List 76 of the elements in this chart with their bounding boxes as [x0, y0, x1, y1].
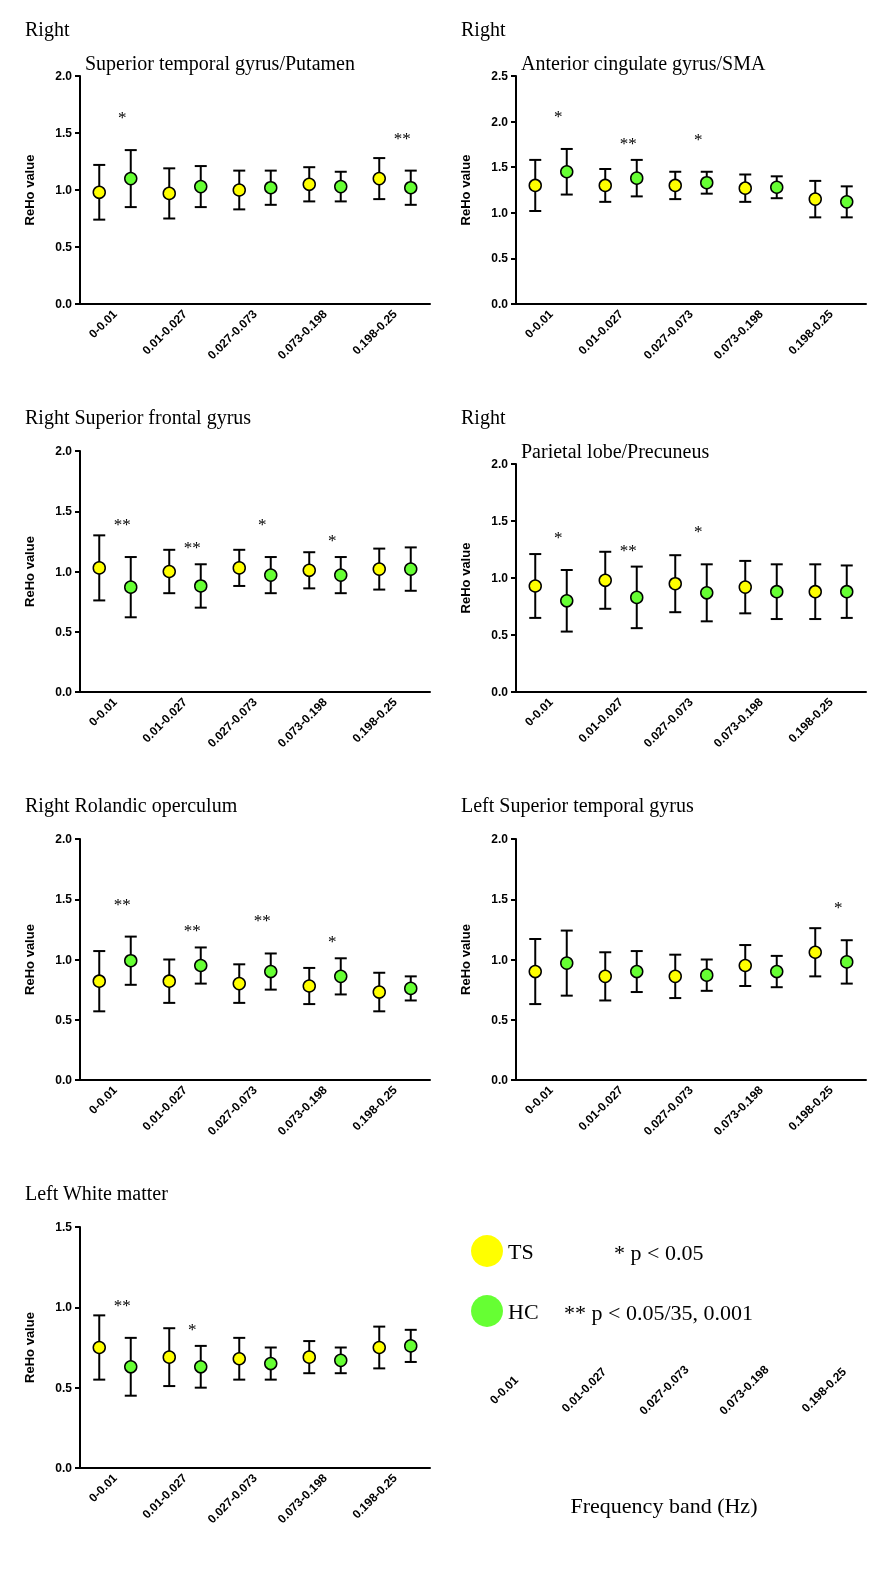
y-tick-label: 1.0: [491, 571, 509, 585]
chart-title: Right: [25, 18, 70, 41]
chart-title: Left Superior temporal gyrus: [461, 794, 694, 817]
y-tick-label: 1.5: [55, 126, 73, 140]
y-tick-label: 1.0: [491, 952, 509, 967]
y-tick-label: 2.0: [491, 457, 509, 471]
y-tick-label: 0.5: [491, 251, 509, 266]
y-tick-label: 1.5: [491, 160, 509, 175]
y-axis-title: ReHo value: [22, 1312, 37, 1383]
data-label: **: [183, 538, 201, 558]
y-axis-title: ReHo value: [458, 542, 473, 614]
y-axis-title: ReHo value: [458, 924, 473, 995]
y-tick-label: 2.0: [491, 832, 509, 846]
data-label: *: [118, 108, 127, 128]
data-label: *: [694, 522, 703, 542]
y-axis-title: ReHo value: [22, 924, 37, 995]
text: Frequency band (Hz): [570, 1492, 758, 1518]
chart-title: Right Superior frontal gyrus: [25, 406, 252, 429]
y-tick-label: 2.0: [55, 69, 73, 83]
chart-title: Right: [461, 406, 506, 429]
y-tick-label: 1.5: [491, 892, 509, 907]
y-tick-label: 0.0: [55, 1461, 73, 1475]
y-tick-label: 2.0: [491, 114, 509, 129]
y-tick-label: 1.0: [55, 564, 73, 579]
y-tick-label: 0.0: [55, 685, 73, 699]
y-tick-label: 1.0: [55, 1300, 73, 1315]
data-label: *: [694, 129, 703, 149]
y-tick-label: 2.0: [55, 832, 73, 846]
data-label: **: [113, 515, 131, 535]
data-label: *: [554, 106, 563, 126]
y-tick-label: 1.0: [55, 183, 73, 197]
y-tick-label: 0.0: [491, 297, 509, 311]
chart-title: Right: [461, 18, 506, 41]
chart-title: Right Rolandic operculum: [25, 794, 238, 817]
chart-subtitle: Parietal lobe/Precuneus: [521, 440, 710, 462]
legend-label: HC: [508, 1298, 539, 1324]
data-label: *: [328, 932, 337, 952]
data-label: **: [113, 894, 131, 914]
y-axis-title: ReHo value: [22, 154, 37, 226]
legend-label: TS: [508, 1238, 534, 1264]
data-label: **: [619, 540, 637, 560]
text: * p < 0.05: [614, 1239, 704, 1265]
y-tick-label: 0.5: [55, 1380, 73, 1395]
y-tick-label: 0.0: [55, 1073, 73, 1087]
data-label: **: [393, 128, 411, 148]
y-tick-label: 2.5: [491, 69, 509, 83]
y-tick-label: 0.0: [491, 685, 509, 699]
y-axis-title: ReHo value: [22, 536, 37, 607]
y-tick-label: 0.5: [55, 624, 73, 639]
chart-subtitle: Superior temporal gyrus/Putamen: [85, 52, 355, 75]
y-axis-title: ReHo value: [458, 154, 473, 226]
y-tick-label: 1.5: [491, 514, 509, 528]
y-tick-label: 1.5: [55, 1220, 73, 1234]
y-tick-label: 0.5: [491, 1012, 509, 1027]
data-label: *: [258, 515, 267, 535]
y-tick-label: 1.0: [55, 952, 73, 967]
data-label: **: [183, 921, 201, 941]
y-tick-label: 0.0: [55, 297, 73, 311]
data-label: **: [113, 1295, 131, 1315]
y-tick-label: 0.5: [55, 240, 73, 254]
data-label: *: [834, 898, 843, 918]
data-label: *: [188, 1319, 197, 1339]
y-tick-label: 1.5: [55, 504, 73, 519]
y-tick-label: 0.0: [491, 1073, 509, 1087]
y-tick-label: 0.5: [55, 1012, 73, 1027]
data-label: *: [554, 528, 563, 548]
y-tick-label: 0.5: [491, 628, 509, 642]
data-label: *: [328, 531, 337, 551]
y-tick-label: 1.0: [491, 205, 509, 220]
data-label: **: [253, 911, 271, 931]
data-label: **: [619, 133, 637, 153]
chart-title: Left White matter: [25, 1182, 169, 1204]
text: ** p < 0.05/35, 0.001: [564, 1299, 754, 1325]
chart-subtitle: Anterior cingulate gyrus/SMA: [521, 52, 766, 75]
y-tick-label: 2.0: [55, 444, 73, 458]
y-tick-label: 1.5: [55, 892, 73, 907]
